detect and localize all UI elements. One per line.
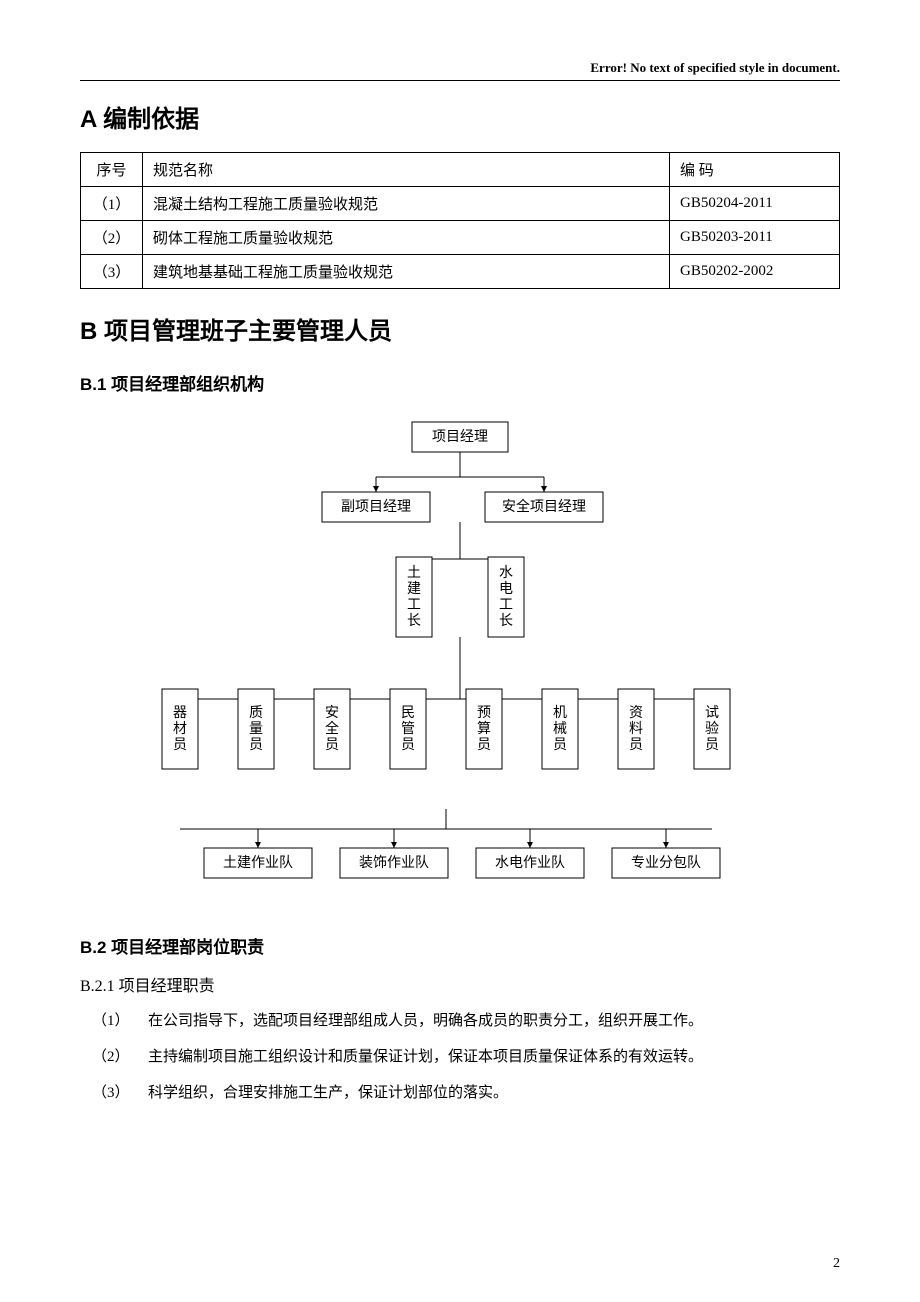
section-b1-heading: B.1 项目经理部组织机构 <box>80 370 840 395</box>
org-node-label-staff4: 员 <box>477 738 491 753</box>
section-a-heading: A 编制依据 <box>80 99 840 134</box>
cell-name: 砌体工程施工质量验收规范 <box>143 221 670 255</box>
org-node-label-staff2: 员 <box>325 738 339 753</box>
duty-number: （2） <box>92 1042 148 1072</box>
org-node-label-staff2: 安 <box>325 705 339 721</box>
section-b21-heading: B.2.1 项目经理职责 <box>80 972 840 996</box>
org-node-label-staff4: 算 <box>477 721 491 737</box>
table-header-row: 序号 规范名称 编 码 <box>81 153 840 187</box>
section-b-heading: B 项目管理班子主要管理人员 <box>80 311 840 346</box>
org-node-label-staff6: 资 <box>629 705 643 721</box>
org-node-label-staff7: 员 <box>705 738 719 753</box>
org-node-label-staff1: 员 <box>249 738 263 753</box>
duty-item: （1） 在公司指导下，选配项目经理部组成人员，明确各成员的职责分工，组织开展工作… <box>92 1006 840 1036</box>
org-node-label-staff5: 械 <box>553 721 567 737</box>
org-node-label-team1: 土建作业队 <box>223 855 293 871</box>
duty-text: 主持编制项目施工组织设计和质量保证计划，保证本项目质量保证体系的有效运转。 <box>148 1042 840 1072</box>
org-node-label-fore1: 建 <box>407 581 421 597</box>
cell-index: （3） <box>81 255 143 289</box>
org-node-label-staff0: 器 <box>173 706 187 721</box>
org-node-label-fore2: 工 <box>499 598 513 613</box>
org-node-label-team4: 专业分包队 <box>631 855 701 871</box>
header-error-text: Error! No text of specified style in doc… <box>80 60 840 81</box>
org-node-label-staff1: 质 <box>249 705 263 721</box>
cell-code: GB50204-2011 <box>670 187 840 221</box>
cell-name: 建筑地基基础工程施工质量验收规范 <box>143 255 670 289</box>
org-node-label-staff3: 员 <box>401 738 415 753</box>
cell-name: 混凝土结构工程施工质量验收规范 <box>143 187 670 221</box>
org-node-label-staff1: 量 <box>249 721 263 737</box>
duty-text: 科学组织，合理安排施工生产，保证计划部位的落实。 <box>148 1078 840 1108</box>
section-b2-heading: B.2 项目经理部岗位职责 <box>80 933 840 958</box>
duty-number: （1） <box>92 1006 148 1036</box>
org-node-label-fore2: 水 <box>499 565 513 581</box>
col-header-name: 规范名称 <box>143 153 670 187</box>
org-node-label-staff5: 机 <box>553 705 567 721</box>
col-header-index: 序号 <box>81 153 143 187</box>
org-node-label-staff7: 试 <box>705 705 719 721</box>
org-node-label-team2: 装饰作业队 <box>359 855 429 871</box>
org-node-label-fore2: 长 <box>499 613 513 629</box>
cell-index: （1） <box>81 187 143 221</box>
org-node-label-staff6: 员 <box>629 738 643 753</box>
org-node-label-staff5: 员 <box>553 738 567 753</box>
org-node-label-fore1: 长 <box>407 613 421 629</box>
cell-code: GB50203-2011 <box>670 221 840 255</box>
org-chart-svg: 项目经理副项目经理安全项目经理土建工长水电工长器材员质量员安全员民管员预算员机械… <box>140 409 780 909</box>
duty-text: 在公司指导下，选配项目经理部组成人员，明确各成员的职责分工，组织开展工作。 <box>148 1006 840 1036</box>
org-node-label-team3: 水电作业队 <box>495 855 565 871</box>
org-node-label-staff6: 料 <box>629 721 643 737</box>
cell-index: （2） <box>81 221 143 255</box>
duty-item: （3） 科学组织，合理安排施工生产，保证计划部位的落实。 <box>92 1078 840 1108</box>
table-row: （1） 混凝土结构工程施工质量验收规范 GB50204-2011 <box>81 187 840 221</box>
cell-code: GB50202-2002 <box>670 255 840 289</box>
org-node-label-staff3: 民 <box>401 706 415 721</box>
duty-number: （3） <box>92 1078 148 1108</box>
org-node-label-fore1: 土 <box>407 565 421 581</box>
org-node-label-staff0: 员 <box>173 738 187 753</box>
org-node-label-staff3: 管 <box>401 721 415 737</box>
org-node-label-staff2: 全 <box>325 720 339 737</box>
org-node-label-staff4: 预 <box>477 705 491 721</box>
org-node-label-fore1: 工 <box>407 598 421 613</box>
duty-item: （2） 主持编制项目施工组织设计和质量保证计划，保证本项目质量保证体系的有效运转… <box>92 1042 840 1072</box>
org-chart: 项目经理副项目经理安全项目经理土建工长水电工长器材员质量员安全员民管员预算员机械… <box>140 409 780 909</box>
org-node-label-staff0: 材 <box>173 721 187 737</box>
col-header-code: 编 码 <box>670 153 840 187</box>
org-node-label-fore2: 电 <box>499 581 513 597</box>
org-node-label-dep1: 副项目经理 <box>341 499 411 515</box>
standards-table: 序号 规范名称 编 码 （1） 混凝土结构工程施工质量验收规范 GB50204-… <box>80 152 840 289</box>
table-row: （2） 砌体工程施工质量验收规范 GB50203-2011 <box>81 221 840 255</box>
page-number: 2 <box>833 1256 840 1272</box>
table-row: （3） 建筑地基基础工程施工质量验收规范 GB50202-2002 <box>81 255 840 289</box>
org-node-label-staff7: 验 <box>705 721 719 737</box>
org-node-label-dep2: 安全项目经理 <box>502 498 586 515</box>
org-node-label-root: 项目经理 <box>432 429 488 445</box>
